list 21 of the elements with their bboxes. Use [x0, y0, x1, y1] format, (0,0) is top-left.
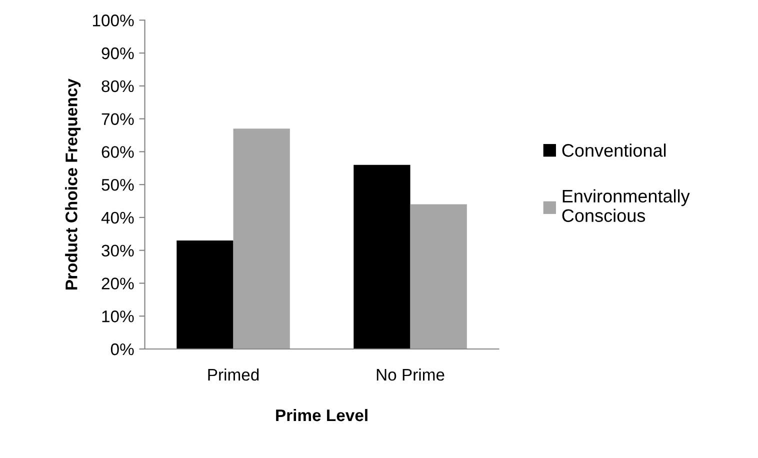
x-tick-label: No Prime	[376, 368, 444, 381]
bar	[233, 128, 290, 349]
bar	[354, 164, 410, 349]
y-tick-label: 100%	[93, 14, 134, 26]
x-axis-title: Prime Level	[276, 408, 368, 422]
y-tick-label: 90%	[102, 47, 134, 60]
x-tick-label: Primed	[208, 368, 259, 381]
y-tick-label: 80%	[102, 80, 134, 92]
y-tick-label: 20%	[102, 278, 134, 290]
y-tick-label: 10%	[102, 310, 134, 322]
y-tick-label: 0%	[110, 343, 134, 356]
y-tick-label: 50%	[102, 178, 134, 191]
y-tick-label: 30%	[102, 244, 134, 257]
y-tick-label: 60%	[102, 146, 134, 158]
y-tick-label: 70%	[102, 113, 134, 126]
legend-label: Conventional	[562, 144, 666, 157]
bar	[410, 204, 467, 349]
bar	[176, 240, 234, 349]
y-tick-label: 40%	[101, 212, 134, 224]
legend-label: Environmentally Conscious	[562, 189, 690, 222]
y-axis-title: Product Choice Frequency	[65, 78, 81, 290]
